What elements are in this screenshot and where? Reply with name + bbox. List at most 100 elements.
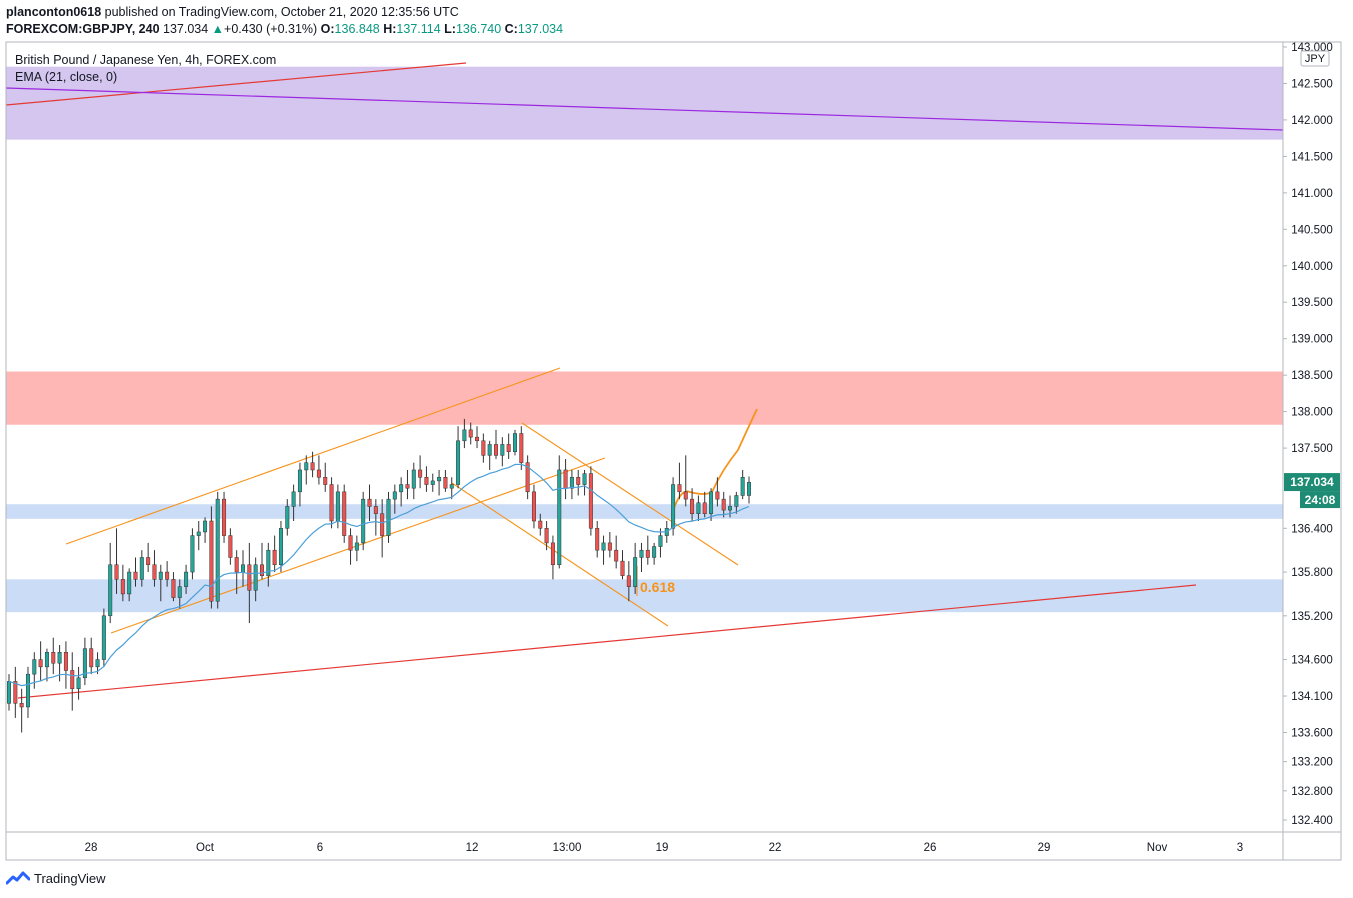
candle-body [462,429,467,442]
candle-body [747,482,751,496]
candle-body [101,615,106,660]
candle-body [133,571,138,580]
candle [601,535,606,565]
price-change: +0.430 (+0.31%) [224,22,318,36]
candle-body [25,673,30,708]
y-tick-label: 132.800 [1291,786,1333,798]
candle-body [544,528,549,544]
candle-body [449,484,454,489]
candle [607,531,612,558]
candle-body [487,444,492,456]
candle [747,476,751,504]
close-value: 137.034 [517,22,564,36]
candle-body [494,444,498,456]
candle [316,455,321,485]
y-tick-label: 135.800 [1291,567,1333,579]
x-tick-label: Nov [1147,842,1168,854]
candle-body [310,462,315,471]
candle [652,542,657,565]
candle [569,469,574,500]
candle-body [671,484,676,529]
candle [475,426,480,449]
candle-body [424,477,429,485]
ema-indicator-label[interactable]: EMA (21, close, 0) [15,70,118,84]
candle-body [595,528,600,551]
candle [506,433,511,460]
candle-body [329,484,334,522]
candle [171,572,176,602]
candle-body [563,469,568,489]
candle-body [120,579,125,595]
candle [361,491,366,551]
candle-body [44,652,49,668]
candle [63,641,68,689]
y-tick-label: 142.500 [1291,78,1333,90]
candle-body [696,502,701,514]
tradingview-logo-icon [6,871,30,885]
candle [512,429,517,456]
candle [734,491,739,514]
candle [209,506,214,609]
y-tick-label: 141.500 [1291,151,1333,163]
candle-body [721,498,726,511]
candle [487,440,492,470]
candle [278,521,283,573]
candle-body [291,491,296,507]
x-tick-label: 22 [769,842,782,854]
candle-body [209,520,214,602]
candle [89,637,94,675]
candle-body [272,549,277,566]
candle-body [335,491,340,522]
candle-body [32,659,37,675]
candle [519,426,524,470]
candle-body [70,670,75,689]
y-tick-label: 139.000 [1291,334,1333,346]
candle-body [525,462,530,493]
candle [177,579,182,609]
low-label: L: [444,22,456,36]
candle [304,455,309,485]
candle [443,469,448,492]
candle-body [63,652,68,671]
countdown-label: 24:08 [1305,493,1336,507]
candle [671,477,676,536]
symbol-name: FOREXCOM:GBPJPY, 240 [6,22,160,36]
candle-body [531,491,536,522]
fib-level-label: 0.618 [640,579,675,595]
author-name[interactable]: planconton0618 [6,5,102,19]
candle [323,462,328,492]
x-tick-label: 19 [656,842,669,854]
candle-body [380,513,385,536]
candle [481,433,486,463]
last-price-tag [1284,473,1340,492]
candle [550,535,555,580]
candle [329,477,334,529]
candle-body [158,571,163,580]
candle [658,528,663,558]
candle-body [114,564,119,580]
candle-body [569,477,574,489]
candle [139,550,144,587]
candle-body [285,506,290,529]
candle-body [715,491,720,500]
last-price: 137.034 [163,22,209,36]
candle-body [468,429,473,438]
candle [709,488,714,522]
candle-body [203,520,208,533]
candle-body [588,473,593,529]
candle-body [146,557,151,566]
candle-body [7,681,11,704]
candle-body [677,484,682,493]
candle-body [728,506,733,511]
x-tick-label: 12 [466,842,479,854]
candle [133,557,138,587]
candle-body [323,477,328,485]
countdown-tag [1300,491,1340,509]
candle-body [51,652,56,664]
candle-body [316,469,321,478]
candle-body [373,506,378,514]
ema-line [8,463,750,687]
red-zone [6,371,1283,425]
tradingview-logo[interactable]: TradingView [6,870,106,886]
